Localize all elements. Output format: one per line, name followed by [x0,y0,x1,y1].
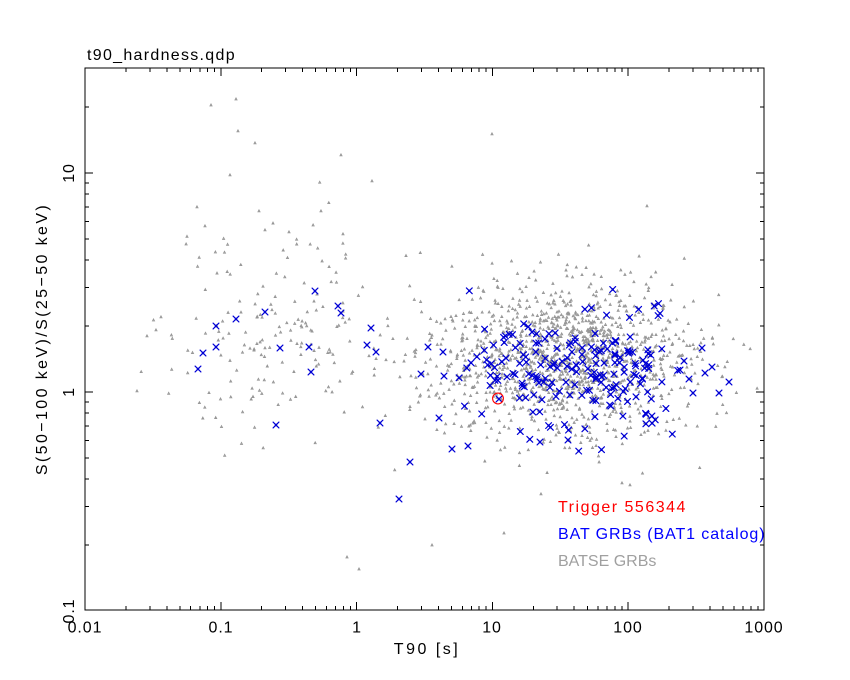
svg-text:0.01: 0.01 [68,620,103,637]
svg-text:10: 10 [61,163,78,183]
svg-text:100: 100 [613,620,642,637]
svg-text:0.1: 0.1 [61,599,78,624]
svg-text:BAT GRBs (BAT1 catalog): BAT GRBs (BAT1 catalog) [558,526,765,543]
svg-text:1: 1 [61,387,78,397]
svg-text:BATSE GRBs: BATSE GRBs [558,553,656,570]
svg-text:Trigger 556344: Trigger 556344 [558,499,687,516]
svg-text:S(50−100 keV)/S(25−50 keV): S(50−100 keV)/S(25−50 keV) [34,203,51,475]
svg-text:1: 1 [352,620,362,637]
svg-text:0.1: 0.1 [209,620,234,637]
svg-text:t90_hardness.qdp: t90_hardness.qdp [87,47,236,64]
svg-text:10: 10 [482,620,502,637]
svg-text:1000: 1000 [744,620,783,637]
svg-text:T90 [s]: T90 [s] [394,641,460,658]
